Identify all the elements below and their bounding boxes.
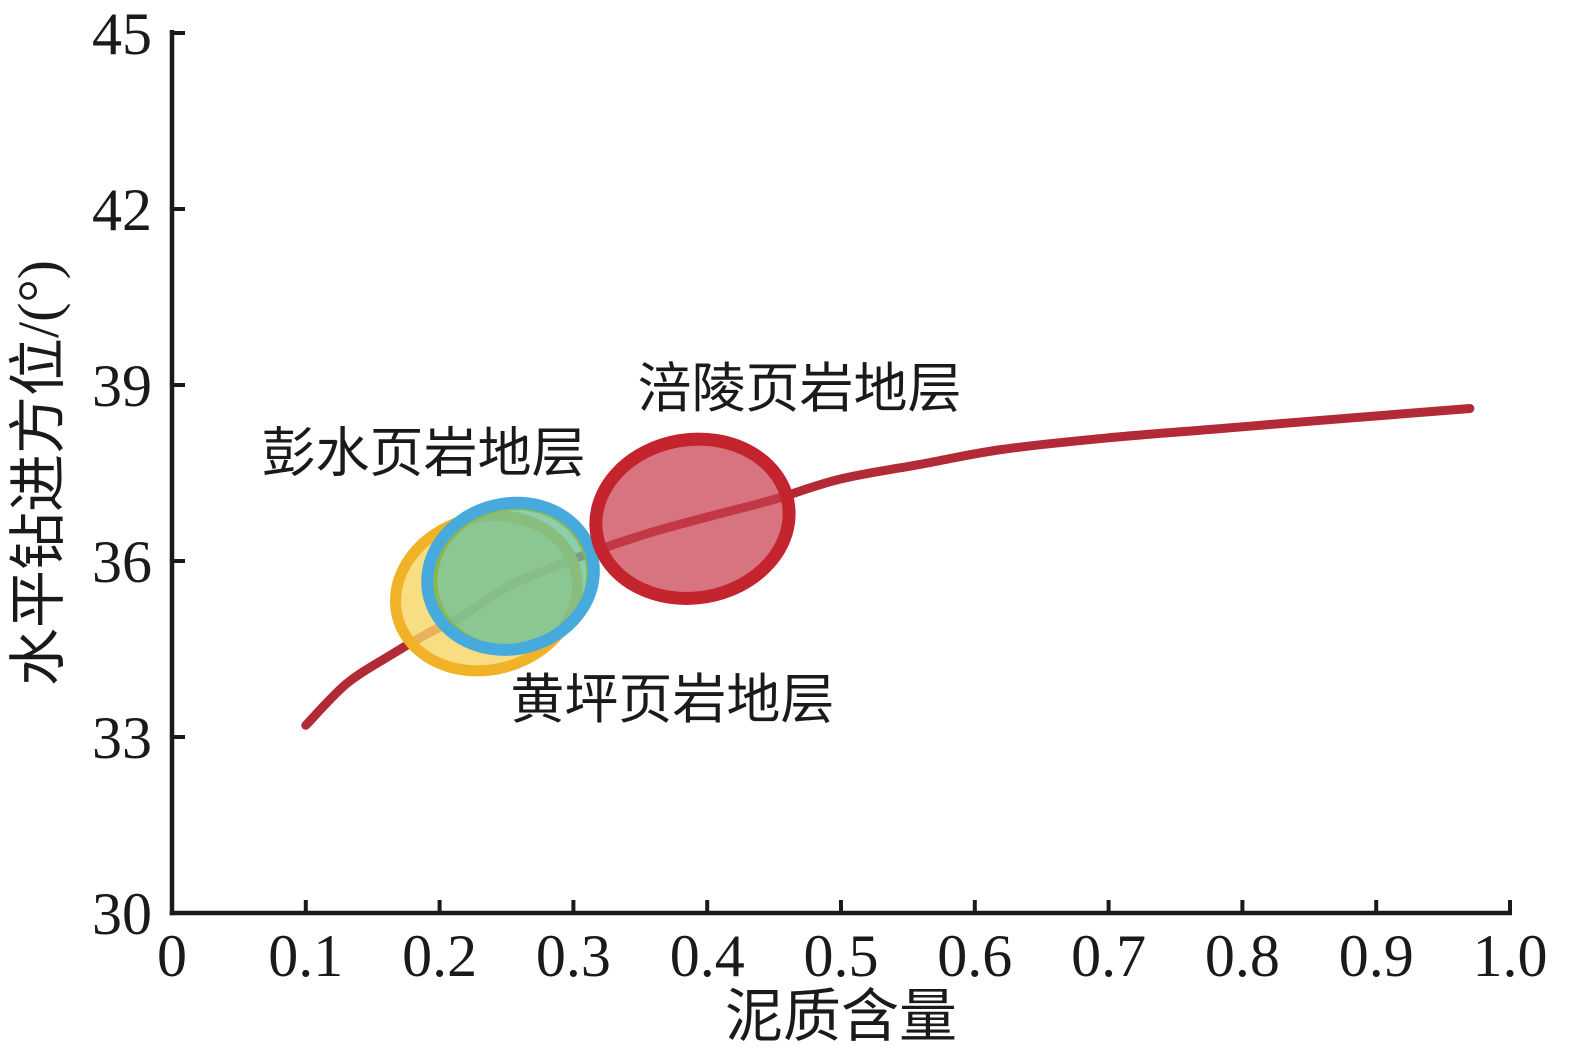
y-tick-label: 30 — [92, 881, 152, 947]
y-tick-label: 33 — [92, 705, 152, 771]
y-tick-label: 45 — [92, 1, 152, 67]
x-ticks — [303, 900, 1512, 913]
pengshui-label: 彭水页岩地层 — [262, 423, 586, 483]
y-tick-label: 42 — [92, 177, 152, 243]
x-tick-label: 0.4 — [670, 923, 745, 989]
x-tick-label: 0 — [157, 923, 187, 989]
y-ticks — [172, 31, 185, 739]
x-tick-label: 0.6 — [937, 923, 1012, 989]
y-tick-labels: 30 33 36 39 42 45 — [92, 1, 152, 947]
fuling-label: 涪陵页岩地层 — [638, 359, 962, 419]
x-tick-label: 0.5 — [804, 923, 879, 989]
axes: 0 0.1 0.2 0.3 0.4 0.5 0.6 0.7 0.8 0.9 1.0 30 33 36 39… — [92, 1, 1548, 989]
x-tick-labels: 0 0.1 0.2 0.3 0.4 0.5 0.6 0.7 0.8 0.9 1.0 — [157, 923, 1548, 989]
x-tick-label: 0.2 — [402, 923, 477, 989]
huangping-ellipse — [421, 496, 600, 656]
y-axis-title: 水平钻进方位/(°) — [6, 260, 71, 686]
y-tick-label: 36 — [92, 529, 152, 595]
fuling-ellipse — [589, 432, 796, 605]
annotation-ellipses — [389, 432, 796, 677]
x-tick-label: 0.8 — [1205, 923, 1280, 989]
x-tick-label: 0.9 — [1339, 923, 1414, 989]
x-tick-label: 0.7 — [1071, 923, 1146, 989]
x-tick-label: 1.0 — [1473, 923, 1548, 989]
x-axis-title: 泥质含量 — [725, 984, 957, 1049]
huangping-label: 黄坪页岩地层 — [510, 670, 834, 730]
x-tick-label: 0.3 — [536, 923, 611, 989]
x-tick-label: 0.1 — [268, 923, 343, 989]
y-tick-label: 39 — [92, 353, 152, 419]
